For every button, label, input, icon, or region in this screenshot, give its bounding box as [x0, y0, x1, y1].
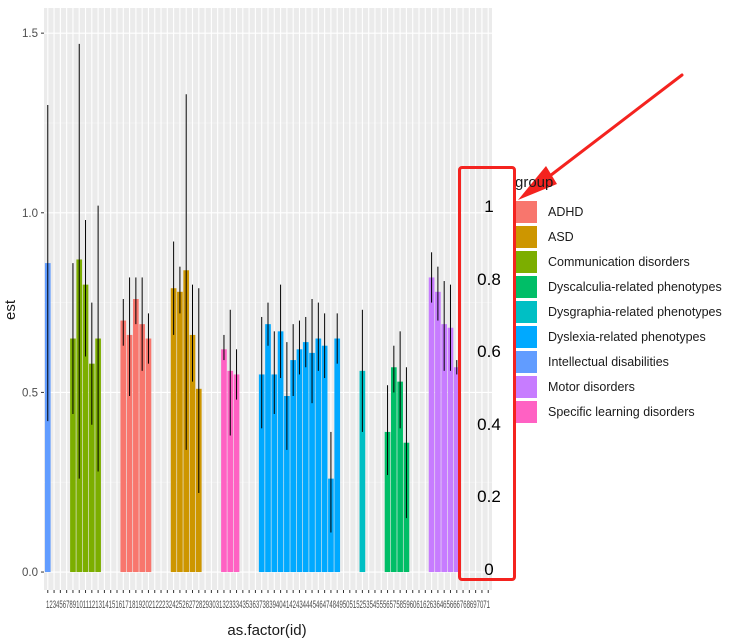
legend-label: Communication disorders [548, 254, 690, 269]
x-axis-label: as.factor(id) [227, 622, 306, 639]
legend-item: Dysgraphia-related phenotypes [515, 299, 722, 324]
bar-37 [271, 374, 278, 573]
legend-item: Motor disorders [515, 374, 635, 399]
bar-44 [315, 338, 322, 573]
legend-item: Intellectual disabilities [515, 349, 669, 374]
bar-41 [296, 349, 303, 573]
bar-51 [359, 370, 366, 573]
bar-63 [435, 291, 441, 573]
bar-13 [120, 320, 127, 573]
legend-label: ASD [548, 229, 574, 244]
legend-swatch [515, 400, 537, 423]
bar-42 [302, 342, 309, 573]
bar-39 [284, 396, 290, 573]
bar-8 [88, 363, 95, 573]
legend-swatch [515, 300, 537, 323]
annotation-arrow [518, 73, 684, 200]
bar-21 [170, 288, 177, 573]
legend-label: Dyscalculia-related phenotypes [548, 279, 722, 294]
legend-item: Communication disorders [515, 249, 690, 274]
legend-swatch [515, 350, 537, 373]
x-tick-labels: 1234567891011121314151617181920212223242… [46, 599, 490, 611]
legend-swatch [515, 200, 537, 223]
bar-64 [441, 324, 448, 573]
bar-57 [397, 381, 403, 573]
legend-item: Specific learning disorders [515, 399, 695, 424]
bar-40 [290, 360, 296, 573]
legend-swatch [515, 325, 537, 348]
bar-14 [126, 334, 133, 573]
bar-31 [233, 374, 240, 573]
legend-label: Specific learning disorders [548, 404, 695, 419]
y-axis-label: est [2, 299, 19, 320]
bar-45 [321, 345, 328, 573]
legend-swatch [515, 375, 537, 398]
legend-item: Dyscalculia-related phenotypes [515, 274, 722, 299]
bar-38 [277, 331, 284, 573]
y-tick-label: 1.0 [22, 208, 38, 220]
bar-24 [189, 334, 196, 573]
legend-swatch [515, 250, 537, 273]
bar-30 [227, 370, 234, 573]
legend-title: group [515, 174, 554, 191]
y-tick-label: 0.0 [22, 567, 38, 579]
legend-label: ADHD [548, 204, 584, 219]
legend-label: Motor disorders [548, 379, 635, 394]
annotation-scale-label: 0.6 [477, 342, 501, 362]
legend-label: Dysgraphia-related phenotypes [548, 304, 722, 319]
bar-62 [428, 277, 435, 573]
arrow-head [518, 166, 557, 200]
annotation-scale-label: 0.2 [477, 487, 501, 507]
bar-56 [391, 367, 397, 573]
legend-swatch [515, 225, 537, 248]
axes: 0.0 0.5 1.0 1.5 1234567891011121314151617181… [22, 28, 490, 611]
bar-55 [384, 431, 391, 573]
legend-item: ASD [515, 224, 574, 249]
legend-item: Dyslexia-related phenotypes [515, 324, 706, 349]
bar-47 [334, 338, 341, 573]
bar-5 [70, 338, 76, 573]
legend-item: ADHD [515, 199, 583, 224]
annotation-scale-label: 0.8 [477, 269, 501, 289]
legend-label: Dyslexia-related phenotypes [548, 329, 706, 344]
annotation-scale-label: 0 [484, 560, 494, 579]
annotation-scale-label: 1 [484, 197, 494, 216]
legend-swatch [515, 275, 537, 298]
error-bars [47, 43, 458, 533]
bar-66 [453, 367, 460, 573]
bar-16 [139, 324, 145, 573]
bar-43 [309, 352, 315, 573]
bar-7 [82, 284, 89, 573]
annotation-scale-label: 0.4 [477, 414, 501, 434]
bar-29 [221, 349, 227, 573]
bar-22 [177, 291, 183, 573]
annotation-highlight-box [458, 166, 516, 581]
y-tick-label: 1.5 [22, 28, 38, 40]
bars [44, 259, 460, 573]
bar-65 [447, 327, 454, 573]
bar-15 [133, 299, 139, 573]
y-tick-label: 0.5 [22, 387, 38, 399]
arrow-shaft [536, 73, 684, 187]
bar-17 [145, 338, 152, 573]
bar-35 [258, 374, 265, 573]
bar-36 [265, 324, 271, 573]
legend-label: Intellectual disabilities [548, 354, 669, 369]
